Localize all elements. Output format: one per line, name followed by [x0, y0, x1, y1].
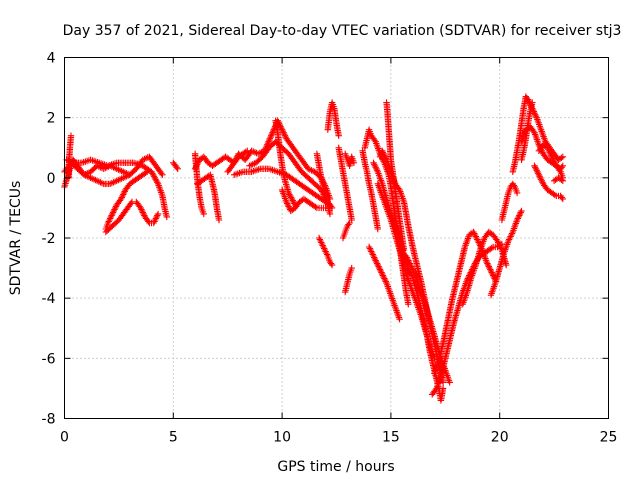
plus-markers: [335, 144, 355, 224]
x-tick-label: 5: [169, 430, 178, 446]
plus-markers: [170, 159, 181, 172]
series-t18: [315, 234, 336, 269]
series-t17: [313, 150, 334, 218]
plus-markers: [429, 240, 506, 398]
series-t29: [365, 243, 403, 323]
series-t35: [487, 207, 525, 299]
x-tick-label: 20: [491, 430, 509, 446]
x-tick-label: 0: [60, 430, 69, 446]
plus-markers: [531, 162, 566, 203]
plus-markers: [272, 117, 299, 209]
plus-markers: [550, 174, 566, 184]
series-t41: [518, 99, 536, 163]
y-tick-label: -8: [42, 412, 56, 428]
series-t16: [272, 117, 299, 209]
chart-title: Day 357 of 2021, Sidereal Day-to-day VTE…: [63, 23, 622, 39]
series-t23: [342, 150, 358, 169]
series-t9: [191, 147, 251, 172]
x-tick-label: 15: [382, 430, 400, 446]
series-t8: [170, 159, 181, 172]
series-t20: [335, 144, 355, 224]
y-axis-label: SDTVAR / TECUs: [8, 181, 24, 296]
plus-markers: [498, 180, 521, 224]
series-t11: [191, 150, 207, 218]
x-axis-label: GPS time / hours: [277, 459, 394, 475]
y-tick-label: 2: [47, 111, 56, 127]
plus-markers: [487, 207, 525, 299]
plus-markers: [431, 228, 499, 377]
series-t31: [359, 147, 381, 233]
plus-markers: [359, 147, 381, 233]
series-t33: [431, 228, 499, 377]
y-tick-label: 4: [47, 51, 56, 67]
plus-markers: [365, 243, 403, 323]
plus-markers: [191, 147, 251, 172]
series-t7: [133, 198, 162, 227]
series-t40: [535, 141, 566, 181]
y-tick-label: -4: [42, 291, 56, 307]
plus-markers: [102, 198, 136, 236]
series-t42: [550, 174, 566, 184]
plus-markers: [313, 150, 334, 218]
data-series: [61, 93, 566, 404]
y-tick-label: -2: [42, 231, 56, 247]
plus-markers: [324, 99, 342, 139]
y-axis-ticks: -8 -6 -4 -2 0 2 4: [42, 51, 609, 428]
x-tick-label: 10: [273, 430, 291, 446]
plus-markers: [339, 219, 353, 242]
plus-markers: [133, 198, 162, 227]
y-tick-label: 0: [47, 171, 56, 187]
plus-markers: [315, 234, 336, 269]
plus-markers: [535, 141, 566, 181]
series-t32: [429, 240, 506, 398]
x-axis-ticks: 0 5 10 15 20 25: [60, 57, 618, 446]
x-tick-label: 25: [600, 430, 618, 446]
plus-markers: [342, 264, 355, 296]
plus-markers: [191, 150, 207, 218]
series-t6: [102, 198, 136, 236]
plus-markers: [342, 150, 358, 169]
plus-markers: [518, 99, 536, 163]
y-tick-label: -6: [42, 351, 56, 367]
series-t21: [342, 264, 355, 296]
series-t19: [324, 99, 342, 139]
series-t36: [498, 180, 521, 224]
series-t39: [531, 162, 566, 203]
series-t22: [339, 219, 353, 242]
